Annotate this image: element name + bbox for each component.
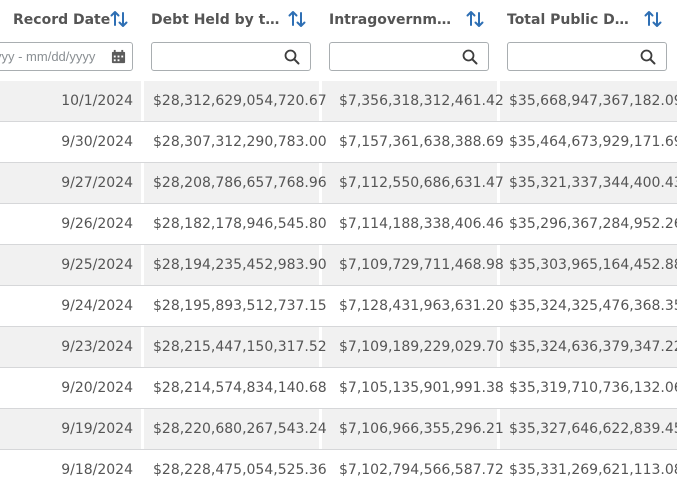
- sort-button-debt-held[interactable]: [286, 8, 308, 30]
- column-title-intragov: Intragovernme...: [329, 12, 456, 28]
- search-input-debt-held[interactable]: [152, 43, 310, 70]
- cell-debt-held: $28,194,235,452,983.90: [153, 257, 327, 273]
- cell-record-date: 10/1/2024: [61, 93, 133, 109]
- cell-debt-held: $28,307,312,290,783.00: [153, 134, 327, 150]
- cell-record-date: 9/27/2024: [61, 175, 133, 191]
- search-icon[interactable]: [284, 49, 300, 65]
- cell-record-date: 9/25/2024: [61, 257, 133, 273]
- cell-total-public-debt: $35,324,325,476,368.35: [509, 298, 677, 314]
- cell-intragov: $7,105,135,901,991.38: [339, 380, 504, 396]
- cell-debt-held: $28,208,786,657,768.96: [153, 175, 327, 191]
- filter-total-public-debt[interactable]: [507, 42, 667, 71]
- table-row: 9/19/2024 $28,220,680,267,543.24 $7,106,…: [0, 409, 677, 450]
- date-filter-placeholder: yyy - mm/dd/yyyy: [0, 49, 96, 64]
- search-input-total-public-debt[interactable]: [508, 43, 666, 70]
- table-row: 9/24/2024 $28,195,893,512,737.15 $7,128,…: [0, 286, 677, 327]
- table-row: 9/25/2024 $28,194,235,452,983.90 $7,109,…: [0, 245, 677, 286]
- cell-intragov: $7,109,729,711,468.98: [339, 257, 504, 273]
- cell-debt-held: $28,182,178,946,545.80: [153, 216, 327, 232]
- cell-debt-held: $28,312,629,054,720.67: [153, 93, 327, 109]
- table-row: 10/1/2024 $28,312,629,054,720.67 $7,356,…: [0, 81, 677, 122]
- column-header-intragov: Intragovernme...: [321, 0, 498, 85]
- cell-total-public-debt: $35,321,337,344,400.43: [509, 175, 677, 191]
- cell-debt-held: $28,228,475,054,525.36: [153, 462, 327, 478]
- cell-intragov: $7,356,318,312,461.42: [339, 93, 504, 109]
- column-title-record-date: Record Date: [13, 12, 111, 28]
- cell-total-public-debt: $35,327,646,622,839.45: [509, 421, 677, 437]
- cell-total-public-debt: $35,319,710,736,132.06: [509, 380, 677, 396]
- sort-button-intragov[interactable]: [464, 8, 486, 30]
- search-input-intragov[interactable]: [330, 43, 488, 70]
- cell-record-date: 9/18/2024: [61, 462, 133, 478]
- search-icon[interactable]: [462, 49, 478, 65]
- table-row: 9/27/2024 $28,208,786,657,768.96 $7,112,…: [0, 163, 677, 204]
- cell-record-date: 9/19/2024: [61, 421, 133, 437]
- table-header: Record Date yyy - mm/dd/yyyy: [0, 0, 677, 85]
- cell-debt-held: $28,215,447,150,317.52: [153, 339, 327, 355]
- cell-total-public-debt: $35,668,947,367,182.09: [509, 93, 677, 109]
- calendar-icon[interactable]: [111, 49, 126, 64]
- cell-intragov: $7,157,361,638,388.69: [339, 134, 504, 150]
- sort-button-total-public-debt[interactable]: [642, 8, 664, 30]
- column-header-record-date: Record Date yyy - mm/dd/yyyy: [0, 0, 141, 85]
- filter-debt-held[interactable]: [151, 42, 311, 71]
- cell-record-date: 9/30/2024: [61, 134, 133, 150]
- sort-arrows-icon: [110, 11, 128, 27]
- cell-total-public-debt: $35,303,965,164,452.88: [509, 257, 677, 273]
- column-header-debt-held: Debt Held by t...: [143, 0, 320, 85]
- column-title-total-public-debt: Total Public De...: [507, 12, 635, 28]
- cell-record-date: 9/23/2024: [61, 339, 133, 355]
- column-header-total-public-debt: Total Public De...: [499, 0, 677, 85]
- cell-intragov: $7,106,966,355,296.21: [339, 421, 504, 437]
- cell-total-public-debt: $35,324,636,379,347.22: [509, 339, 677, 355]
- sort-arrows-icon: [644, 11, 662, 27]
- cell-record-date: 9/20/2024: [61, 380, 133, 396]
- cell-total-public-debt: $35,296,367,284,952.26: [509, 216, 677, 232]
- cell-debt-held: $28,214,574,834,140.68: [153, 380, 327, 396]
- sort-arrows-icon: [466, 11, 484, 27]
- cell-debt-held: $28,195,893,512,737.15: [153, 298, 327, 314]
- table-row: 9/26/2024 $28,182,178,946,545.80 $7,114,…: [0, 204, 677, 245]
- cell-total-public-debt: $35,464,673,929,171.69: [509, 134, 677, 150]
- column-title-debt-held: Debt Held by t...: [151, 12, 280, 28]
- cell-intragov: $7,102,794,566,587.72: [339, 462, 504, 478]
- cell-debt-held: $28,220,680,267,543.24: [153, 421, 327, 437]
- table-row: 9/18/2024 $28,228,475,054,525.36 $7,102,…: [0, 450, 677, 491]
- cell-intragov: $7,112,550,686,631.47: [339, 175, 504, 191]
- filter-intragov[interactable]: [329, 42, 489, 71]
- sort-button-record-date[interactable]: [108, 8, 130, 30]
- cell-record-date: 9/26/2024: [61, 216, 133, 232]
- search-icon[interactable]: [640, 49, 656, 65]
- date-range-filter[interactable]: yyy - mm/dd/yyyy: [0, 42, 133, 71]
- cell-intragov: $7,114,188,338,406.46: [339, 216, 504, 232]
- sort-arrows-icon: [288, 11, 306, 27]
- cell-intragov: $7,109,189,229,029.70: [339, 339, 504, 355]
- table-row: 9/30/2024 $28,307,312,290,783.00 $7,157,…: [0, 122, 677, 163]
- cell-total-public-debt: $35,331,269,621,113.08: [509, 462, 677, 478]
- cell-intragov: $7,128,431,963,631.20: [339, 298, 504, 314]
- cell-record-date: 9/24/2024: [61, 298, 133, 314]
- table-row: 9/20/2024 $28,214,574,834,140.68 $7,105,…: [0, 368, 677, 409]
- table-row: 9/23/2024 $28,215,447,150,317.52 $7,109,…: [0, 327, 677, 368]
